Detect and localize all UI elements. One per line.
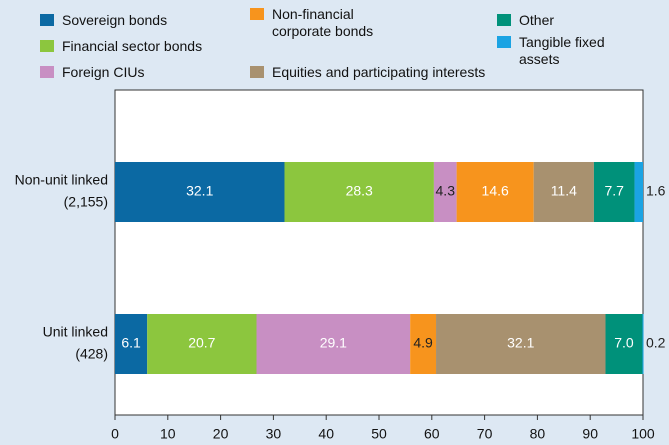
bar-segment xyxy=(115,314,148,374)
value-label: 6.1 xyxy=(121,335,141,351)
value-label: 4.9 xyxy=(413,335,433,351)
value-label: 4.3 xyxy=(436,183,456,199)
bar-segment xyxy=(115,162,285,222)
value-label: 7.7 xyxy=(604,183,624,199)
value-label: 28.3 xyxy=(346,183,373,199)
x-tick-label: 60 xyxy=(424,426,440,442)
x-tick-label: 30 xyxy=(266,426,282,442)
x-tick-label: 40 xyxy=(318,426,334,442)
x-tick-label: 10 xyxy=(160,426,176,442)
bar-segment xyxy=(284,162,434,222)
bar-segment xyxy=(642,314,644,374)
category-label: Non-unit linked xyxy=(15,172,108,188)
x-tick-label: 90 xyxy=(582,426,598,442)
legend-swatch xyxy=(40,14,54,26)
value-label: 14.6 xyxy=(482,183,509,199)
legend-swatch xyxy=(250,8,264,20)
value-label: 11.4 xyxy=(551,183,577,199)
value-label: 0.2 xyxy=(646,335,666,351)
legend-label: Equities and participating interests xyxy=(272,64,486,80)
legend-label: Non-financial corporate bonds xyxy=(272,6,374,39)
value-label: 7.0 xyxy=(614,335,634,351)
bar-segment xyxy=(256,314,411,374)
category-label: Unit linked xyxy=(43,324,108,340)
bar-segment xyxy=(533,162,594,222)
legend-swatch xyxy=(497,14,511,26)
bar-segment xyxy=(433,162,457,222)
x-tick-label: 20 xyxy=(213,426,229,442)
legend-swatch xyxy=(497,36,511,48)
legend-swatch xyxy=(250,66,264,78)
legend-label: Tangible fixed assets xyxy=(519,34,605,67)
legend-swatch xyxy=(40,40,54,52)
legend-label: Foreign CIUs xyxy=(62,64,145,80)
category-label: (2,155) xyxy=(64,194,108,210)
legend-label: Financial sector bonds xyxy=(62,38,203,54)
bar-segment xyxy=(634,162,643,222)
bar-segment xyxy=(147,314,257,374)
x-tick-label: 80 xyxy=(530,426,546,442)
legend-label: Sovereign bonds xyxy=(62,12,168,28)
x-tick-label: 0 xyxy=(111,426,119,442)
bar-segment xyxy=(436,314,606,374)
bar-segment xyxy=(456,162,534,222)
bar-segment xyxy=(593,162,635,222)
value-label: 32.1 xyxy=(507,335,534,351)
value-label: 29.1 xyxy=(320,335,347,351)
x-tick-label: 100 xyxy=(631,426,655,442)
bar-segment xyxy=(605,314,643,374)
value-label: 1.6 xyxy=(646,183,666,199)
value-label: 32.1 xyxy=(186,183,213,199)
x-tick-label: 70 xyxy=(477,426,493,442)
legend-label: Other xyxy=(519,12,555,28)
category-label: (428) xyxy=(75,346,108,362)
bar-segment xyxy=(410,314,437,374)
value-label: 20.7 xyxy=(188,335,215,351)
legend-swatch xyxy=(40,66,54,78)
x-tick-label: 50 xyxy=(371,426,387,442)
